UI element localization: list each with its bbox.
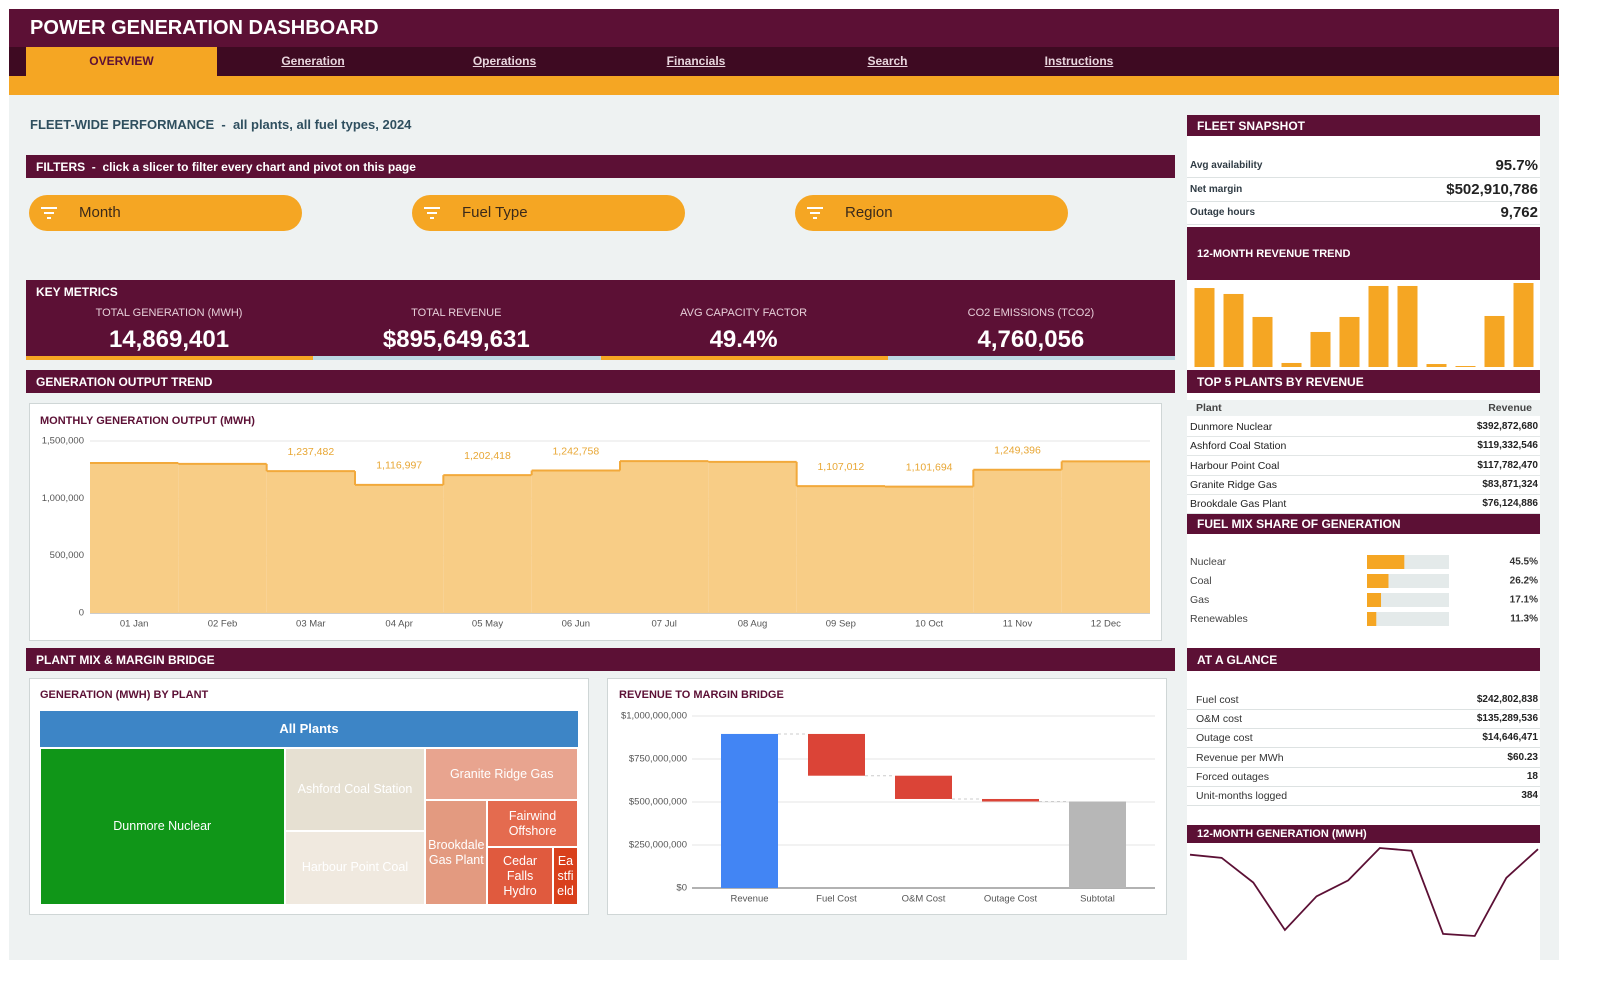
row-rule: [1187, 177, 1540, 178]
treemap-cell: Granite Ridge Gas: [425, 748, 578, 801]
row-rule: [1187, 747, 1540, 749]
treemap-root: All Plants: [40, 711, 578, 747]
row-rule: [1187, 474, 1540, 476]
nav-tab[interactable]: Search: [867, 54, 908, 68]
slicer-label: Region: [845, 204, 893, 221]
metric-value: $895,649,631: [382, 326, 530, 353]
table-cell: $392,872,680: [1476, 421, 1538, 432]
table-header: Plant: [1196, 402, 1222, 414]
treemap-cell: Eastfield: [553, 847, 578, 905]
row-rule: [1187, 805, 1540, 806]
key-metrics-title: KEY METRICS: [36, 285, 118, 299]
row-rule: [1187, 513, 1540, 514]
filter-icon: [807, 207, 823, 219]
treemap-cell: Dunmore Nuclear: [40, 748, 285, 905]
section-bar: FUEL MIX SHARE OF GENERATION: [1187, 514, 1540, 534]
row-value: 384: [1521, 790, 1538, 801]
chart-card: [607, 678, 1167, 915]
table-cell: $117,782,470: [1477, 459, 1538, 471]
table-header-bg: [1187, 400, 1540, 416]
row-rule: [1187, 455, 1540, 457]
row-value: $60.23: [1507, 751, 1538, 763]
metric-value: 4,760,056: [977, 326, 1085, 353]
metric-label: TOTAL GENERATION (MWH): [95, 307, 243, 319]
row-rule: [1187, 728, 1540, 730]
section-bar: 12-MONTH GENERATION (MWH): [1187, 825, 1540, 843]
app-title: POWER GENERATION DASHBOARD: [9, 9, 1559, 47]
metric-stripe: [887, 356, 1175, 360]
treemap-cell: Brookdale Gas Plant: [425, 800, 488, 905]
treemap-cell: Ashford Coal Station: [284, 748, 426, 831]
table-header: Revenue: [1488, 402, 1532, 414]
metric-stripe: [26, 356, 314, 360]
row-label: Forced outages: [1196, 770, 1269, 783]
row-rule: [1187, 709, 1540, 710]
nav-tab[interactable]: Generation: [281, 54, 345, 68]
metric-value: 49.4%: [709, 326, 778, 353]
page-subtitle: FLEET-WIDE PERFORMANCE - all plants, all…: [30, 117, 412, 132]
table-cell: $76,124,886: [1482, 498, 1538, 509]
metric-label: CO2 EMISSIONS (TCO2): [967, 307, 1095, 319]
metric-stripe: [600, 356, 888, 360]
table-cell: Brookdale Gas Plant: [1190, 498, 1287, 510]
row-value: 95.7%: [1495, 157, 1538, 174]
metric-label: TOTAL REVENUE: [411, 307, 502, 319]
slicer[interactable]: Fuel Type: [412, 195, 685, 231]
row-rule: [1187, 493, 1540, 495]
row-value: 18: [1526, 770, 1538, 782]
slicer-label: Fuel Type: [462, 204, 528, 221]
table-cell: Dunmore Nuclear: [1190, 421, 1273, 433]
row-rule: [1187, 436, 1540, 437]
filter-icon: [424, 207, 440, 219]
row-value: $242,802,838: [1476, 694, 1538, 705]
row-rule: [1187, 224, 1540, 225]
treemap-cell: Fairwind Offshore: [487, 800, 578, 848]
row-label: Outage hours: [1190, 207, 1256, 218]
table-cell: $119,332,546: [1477, 440, 1538, 452]
section-bar: AT A GLANCE: [1187, 648, 1540, 671]
chart-card: [29, 403, 1162, 641]
nav-tab[interactable]: Instructions: [1044, 54, 1114, 68]
filters-bar: FILTERS - click a slicer to filter every…: [26, 155, 1175, 178]
row-label: Outage cost: [1196, 732, 1253, 745]
table-cell: Ashford Coal Station: [1190, 440, 1287, 453]
section-bar: PLANT MIX & MARGIN BRIDGE: [26, 648, 1175, 671]
treemap-cell: Harbour Point Coal: [284, 830, 426, 905]
row-rule: [1187, 200, 1540, 202]
table-cell: Harbour Point Coal: [1190, 459, 1280, 472]
slicer-label: Month: [79, 204, 121, 221]
row-label: O&M cost: [1196, 713, 1243, 726]
metric-label: AVG CAPACITY FACTOR: [680, 307, 808, 319]
table-cell: Granite Ridge Gas: [1190, 478, 1277, 491]
slicer[interactable]: Region: [795, 195, 1068, 231]
table-cell: $83,871,324: [1482, 478, 1538, 490]
row-label: Fuel cost: [1196, 694, 1239, 706]
row-rule: [1187, 766, 1540, 768]
nav-tab[interactable]: Operations: [472, 54, 537, 68]
row-label: Unit-months logged: [1196, 790, 1288, 802]
metric-stripe: [313, 356, 601, 360]
row-value: $135,289,536: [1476, 713, 1538, 725]
slicer[interactable]: Month: [29, 195, 302, 231]
section-bar: 12-MONTH REVENUE TREND: [1187, 227, 1540, 280]
row-label: Revenue per MWh: [1196, 751, 1284, 764]
filter-icon: [41, 207, 57, 219]
nav-tab[interactable]: OVERVIEW: [26, 47, 217, 76]
metric-value: 14,869,401: [108, 326, 230, 353]
tab-bar: [9, 47, 1559, 76]
row-rule: [1187, 785, 1540, 787]
row-value: $14,646,471: [1482, 732, 1538, 744]
row-label: Net margin: [1190, 183, 1243, 195]
row-value: $502,910,786: [1446, 180, 1538, 198]
key-metrics-panel: [26, 280, 1175, 360]
section-bar: GENERATION OUTPUT TREND: [26, 370, 1175, 393]
row-label: Avg availability: [1190, 160, 1263, 171]
row-value: 9,762: [1500, 204, 1538, 221]
section-bar: FLEET SNAPSHOT: [1187, 115, 1540, 136]
nav-tab[interactable]: Financials: [666, 54, 726, 68]
section-bar: TOP 5 PLANTS BY REVENUE: [1187, 370, 1540, 393]
accent-stripe: [9, 76, 1559, 95]
treemap-cell: Cedar Falls Hydro: [487, 847, 554, 905]
